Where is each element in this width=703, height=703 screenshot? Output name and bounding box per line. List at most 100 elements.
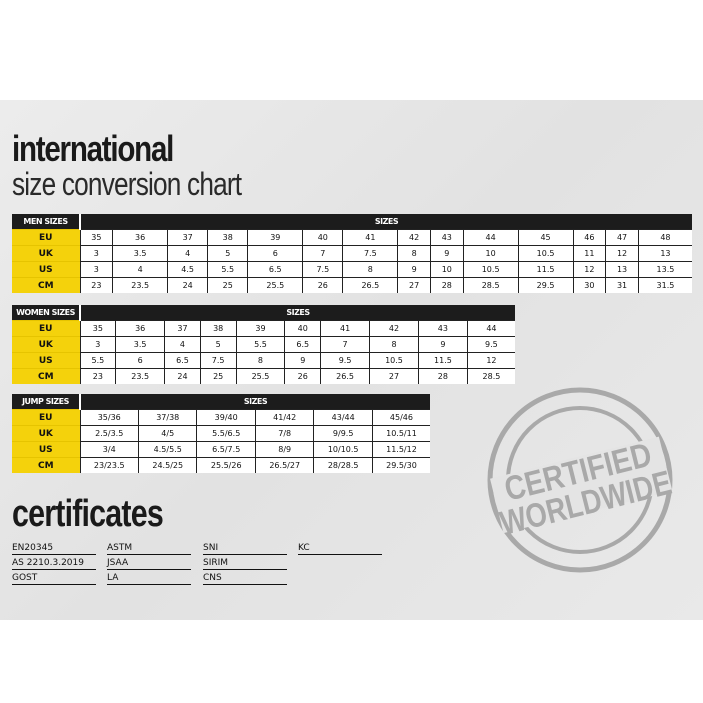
size-cell: 31.5 xyxy=(637,277,692,293)
size-cell: 37 xyxy=(167,229,208,246)
size-cell: 26 xyxy=(302,277,343,293)
size-cell: 26 xyxy=(284,368,321,384)
size-cell: 9.5 xyxy=(466,336,515,353)
size-cell: 9 xyxy=(284,352,321,369)
size-cell: 28 xyxy=(429,277,464,293)
size-cell: 5 xyxy=(207,245,248,262)
table-header: SIZES xyxy=(80,214,692,230)
row-label: CM xyxy=(12,457,80,473)
size-cell: 6.5 xyxy=(284,336,321,353)
certificate-item: LA xyxy=(107,573,191,585)
size-cell: 8 xyxy=(397,245,431,262)
size-cell: 3 xyxy=(79,261,113,278)
size-cell: 28/28.5 xyxy=(313,457,373,473)
size-cell: 11 xyxy=(572,245,606,262)
size-cell: 10.5 xyxy=(369,352,419,369)
row-label: US xyxy=(12,352,80,369)
size-cell: 39/40 xyxy=(196,409,256,426)
women-sizes-table: WOMEN SIZES SIZES EU 35 36 37 38 39 40 41 42 43 44 UK… xyxy=(12,305,515,384)
row-label: CM xyxy=(12,277,80,293)
size-cell: 23/23.5 xyxy=(79,457,139,473)
size-cell: 41/42 xyxy=(254,409,314,426)
table-header: SIZES xyxy=(80,305,515,321)
table-type-label: WOMEN SIZES xyxy=(12,305,81,321)
page-title: international xyxy=(12,128,174,169)
size-cell: 38 xyxy=(207,229,248,246)
row-label: US xyxy=(12,261,80,278)
size-cell: 6.5 xyxy=(164,352,201,369)
table-header: SIZES xyxy=(80,394,430,410)
size-cell: 11.5 xyxy=(517,261,574,278)
size-cell: 9 xyxy=(429,245,464,262)
table-row: UK 3 3.5 4 5 6 7 7.5 8 9 10 10.5 11 12 13 xyxy=(12,245,692,262)
size-cell: 40 xyxy=(302,229,343,246)
size-cell: 25.5 xyxy=(235,368,285,384)
row-label: EU xyxy=(12,229,80,246)
size-cell: 25.5 xyxy=(247,277,303,293)
size-cell: 28.5 xyxy=(466,368,515,384)
size-cell: 43 xyxy=(417,320,468,337)
size-cell: 8 xyxy=(369,336,419,353)
size-cell: 35 xyxy=(79,229,113,246)
size-cell: 44 xyxy=(462,229,519,246)
size-cell: 10.5 xyxy=(462,261,519,278)
row-label: EU xyxy=(12,320,80,337)
certificate-item: AS 2210.3.2019 xyxy=(12,558,96,570)
table-type-label: MEN SIZES xyxy=(12,214,81,230)
table-type-label: JUMP SIZES xyxy=(12,394,81,410)
table-row: EU 35 36 37 38 39 40 41 42 43 44 xyxy=(12,320,515,337)
size-cell: 25 xyxy=(199,368,237,384)
size-cell: 23 xyxy=(79,368,116,384)
size-cell: 4 xyxy=(167,245,208,262)
page-subtitle: size conversion chart xyxy=(12,166,242,202)
size-cell: 27 xyxy=(369,368,419,384)
size-cell: 12 xyxy=(605,245,639,262)
size-cell: 9 xyxy=(397,261,431,278)
size-cell: 31 xyxy=(605,277,639,293)
size-cell: 8/9 xyxy=(254,441,314,458)
size-cell: 9 xyxy=(417,336,468,353)
size-cell: 7 xyxy=(320,336,370,353)
size-cell: 13.5 xyxy=(637,261,692,278)
size-cell: 10.5/11 xyxy=(371,425,430,442)
table-row: US 3 4 4.5 5.5 6.5 7.5 8 9 10 10.5 11.5 12 13 13.5 xyxy=(12,261,692,278)
size-cell: 24 xyxy=(167,277,208,293)
table-row: UK 2.5/3.5 4/5 5.5/6.5 7/8 9/9.5 10.5/11 xyxy=(12,425,430,442)
size-cell: 3.5 xyxy=(112,245,168,262)
men-sizes-table: MEN SIZES SIZES EU 35 36 37 38 39 40 41 42 43 44 45 46… xyxy=(12,214,692,293)
certificate-item: JSAA xyxy=(107,558,191,570)
size-cell: 11.5 xyxy=(417,352,468,369)
size-cell: 40 xyxy=(284,320,321,337)
size-cell: 44 xyxy=(466,320,515,337)
size-cell: 45 xyxy=(517,229,574,246)
size-cell: 4.5 xyxy=(167,261,208,278)
row-label: UK xyxy=(12,425,80,442)
size-cell: 10/10.5 xyxy=(313,441,373,458)
certificate-item: KC xyxy=(298,543,382,555)
size-cell: 4 xyxy=(112,261,168,278)
size-cell: 10 xyxy=(429,261,464,278)
size-cell: 36 xyxy=(112,229,168,246)
size-cell: 6.5 xyxy=(247,261,303,278)
row-label: UK xyxy=(12,336,80,353)
size-cell: 7.5 xyxy=(199,352,237,369)
table-row: EU 35/36 37/38 39/40 41/42 43/44 45/46 xyxy=(12,409,430,426)
size-cell: 28 xyxy=(417,368,468,384)
table-header-row: WOMEN SIZES SIZES xyxy=(12,305,515,321)
table-row: CM 23 23.5 24 25 25.5 26 26.5 27 28 28.5 xyxy=(12,368,515,384)
size-cell: 7 xyxy=(302,245,343,262)
size-cell: 6 xyxy=(115,352,165,369)
size-cell: 7.5 xyxy=(302,261,343,278)
table-row: EU 35 36 37 38 39 40 41 42 43 44 45 46 47 48 xyxy=(12,229,692,246)
size-cell: 35 xyxy=(79,320,116,337)
certificate-item: CNS xyxy=(203,573,287,585)
table-header-row: JUMP SIZES SIZES xyxy=(12,394,430,410)
certified-worldwide-stamp: CERTIFIED WORLDWIDE xyxy=(487,387,675,573)
size-cell: 39 xyxy=(235,320,285,337)
size-cell: 12 xyxy=(466,352,515,369)
size-cell: 4 xyxy=(164,336,201,353)
size-cell: 8 xyxy=(235,352,285,369)
size-cell: 27 xyxy=(397,277,431,293)
size-cell: 23.5 xyxy=(115,368,165,384)
certificate-item: GOST xyxy=(12,573,96,585)
